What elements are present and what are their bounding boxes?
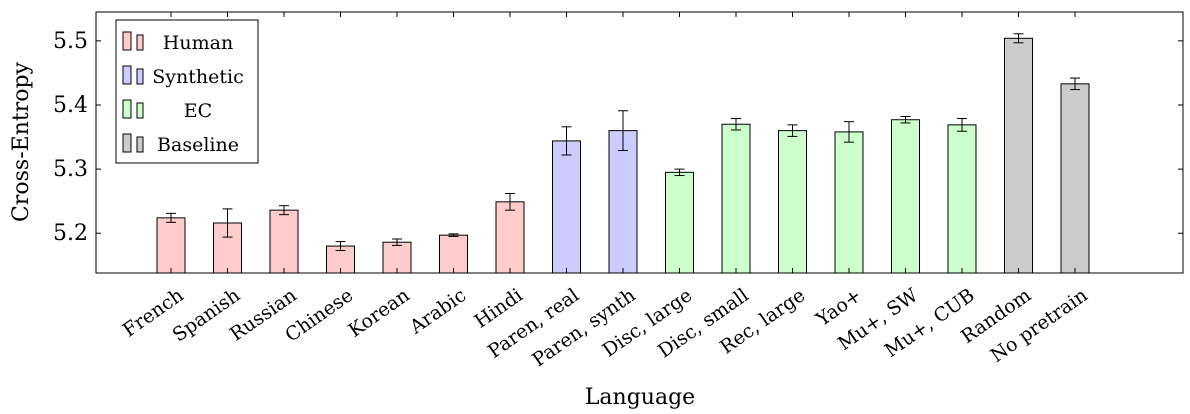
- bar-rec-large: [778, 130, 807, 274]
- bar-hindi: [495, 201, 525, 274]
- legend-item-ec: EC: [122, 99, 212, 122]
- x-tick-label-korean: Korean: [345, 284, 414, 342]
- error-bar-mu-cub: [957, 117, 967, 132]
- y-axis-label: Cross-Entropy: [9, 61, 34, 222]
- error-bar-paren-real: [561, 126, 572, 156]
- y-tick-label: 5.4: [53, 93, 88, 118]
- bar-disc-large: [665, 171, 694, 274]
- bar-mu-sw: [891, 119, 920, 274]
- legend-item-baseline: Baseline: [122, 133, 239, 156]
- error-bar-paren-synth: [618, 110, 628, 152]
- legend-swatch: [122, 133, 132, 153]
- error-bar-spanish: [222, 208, 233, 238]
- y-tick-label: 5.5: [53, 29, 88, 54]
- bar-paren-real: [552, 140, 581, 274]
- error-bar-disc-large: [674, 168, 685, 177]
- error-bars-layer: [166, 33, 1080, 252]
- legend-swatch: [136, 102, 144, 119]
- legend-swatch: [136, 34, 144, 51]
- bar-mu-cub: [947, 124, 977, 274]
- legend-swatch: [122, 99, 132, 119]
- bars-layer: [156, 37, 1090, 274]
- legend-label: Baseline: [157, 134, 239, 156]
- error-bar-mu-sw: [900, 116, 911, 124]
- legend: Human Synthetic EC Baseline: [115, 19, 259, 164]
- error-bar-arabic: [448, 233, 459, 237]
- bar-no-pretrain: [1060, 83, 1090, 274]
- error-bar-no-pretrain: [1070, 77, 1080, 91]
- x-tick-label-no-pretrain: No pretrain: [987, 284, 1092, 367]
- legend-swatch: [122, 31, 132, 51]
- x-tick-label-arabic: Arabic: [405, 284, 470, 339]
- error-bar-french: [166, 212, 176, 223]
- bar-arabic: [439, 234, 468, 274]
- legend-item-human: Human: [122, 31, 233, 54]
- legend-swatch: [136, 68, 144, 85]
- error-bar-russian: [279, 205, 289, 216]
- bar-french: [156, 217, 186, 274]
- legend-label: Human: [163, 32, 233, 54]
- error-bar-disc-small: [731, 117, 741, 131]
- error-bar-random: [1013, 33, 1024, 44]
- error-bar-chinese: [335, 241, 346, 252]
- bar-paren-synth: [608, 130, 638, 274]
- legend-label: EC: [184, 100, 212, 122]
- error-bar-hindi: [505, 192, 515, 211]
- error-bar-rec-large: [787, 124, 798, 137]
- x-axis-label: Language: [585, 385, 695, 410]
- error-bar-yao: [844, 121, 854, 143]
- legend-label: Synthetic: [152, 66, 243, 88]
- legend-item-synthetic: Synthetic: [122, 65, 244, 88]
- error-bar-korean: [392, 238, 402, 246]
- legend-swatch: [122, 65, 132, 85]
- bar-russian: [269, 209, 299, 274]
- y-tick-label: 5.3: [53, 157, 88, 182]
- bar-yao: [834, 131, 864, 274]
- legend-swatch: [136, 136, 144, 153]
- y-tick-label: 5.2: [53, 221, 88, 246]
- plot-frame: [95, 11, 1184, 274]
- bar-disc-small: [721, 123, 751, 274]
- bar-random: [1004, 37, 1033, 274]
